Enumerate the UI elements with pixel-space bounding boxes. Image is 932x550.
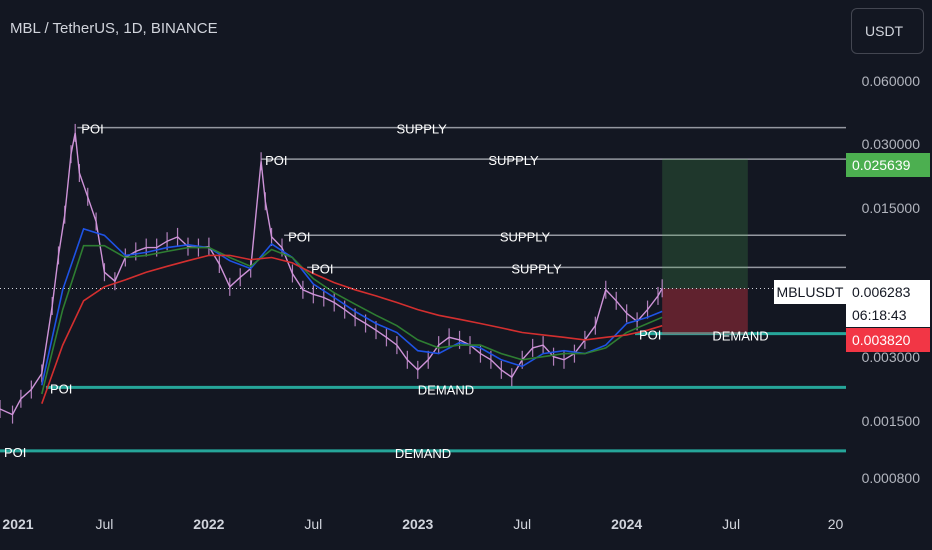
poi-label: POI [639, 328, 661, 343]
target-zone [662, 158, 748, 289]
levels-layer [0, 126, 846, 453]
poi-label: POI [265, 153, 287, 168]
supply-label: SUPPLY [396, 122, 447, 137]
time-tick-label: Jul [304, 516, 323, 532]
poi-label: POI [311, 261, 333, 276]
symbol-tag: MBLUSDT [774, 280, 846, 304]
poi-label: POI [81, 122, 103, 137]
level-labels-layer: POI SUPPLY POI SUPPLY POI SUPPLY POI SUPPLY POI D… [4, 122, 769, 461]
bar-countdown-tag: 06:18:43 [846, 303, 930, 327]
poi-label: POI [4, 445, 26, 460]
time-tick-label: 2021 [2, 516, 34, 532]
price-tick-label: 0.000800 [861, 470, 920, 487]
demand-label: DEMAND [395, 446, 451, 461]
supply-label: SUPPLY [488, 153, 539, 168]
moving-average-line [41, 227, 663, 386]
time-tick-label: 2022 [193, 516, 225, 532]
price-tick-label: 0.030000 [861, 136, 920, 153]
supply-label: SUPPLY [511, 261, 562, 276]
position-box[interactable] [662, 158, 748, 335]
time-tick-label: 2024 [611, 516, 643, 532]
chart-title: MBL / TetherUS, 1D, BINANCE [10, 20, 218, 37]
currency-selector-button[interactable]: USDT [851, 8, 924, 54]
price-tick-label: 0.060000 [861, 72, 920, 89]
target-price-tag: 0.025639 [846, 153, 930, 177]
supply-label: SUPPLY [500, 229, 551, 244]
current-price-tag: 0.006283 [846, 280, 930, 304]
time-tick-label: 2023 [402, 516, 434, 532]
time-tick-label: Jul [95, 516, 114, 532]
price-tick-label: 0.001500 [861, 412, 920, 429]
series-layer [0, 123, 663, 424]
price-tick-label: 0.003000 [861, 348, 920, 365]
demand-label: DEMAND [712, 329, 768, 344]
poi-label: POI [50, 381, 72, 396]
time-tick-label: 20 [827, 516, 844, 532]
time-tick-label: Jul [513, 516, 532, 532]
moving-average-line [41, 244, 663, 395]
stop-zone [662, 288, 748, 335]
price-tick-label: 0.015000 [861, 200, 920, 217]
demand-label: DEMAND [418, 382, 474, 397]
moving-average-line [41, 254, 663, 404]
poi-label: POI [288, 229, 310, 244]
stop-price-tag: 0.003820 [846, 328, 930, 352]
time-tick-label: Jul [722, 516, 741, 532]
